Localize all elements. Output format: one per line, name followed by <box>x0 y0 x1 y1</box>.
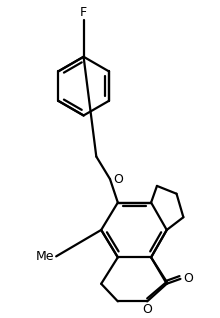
Text: Me: Me <box>36 250 54 263</box>
Text: O: O <box>142 303 152 316</box>
Text: O: O <box>183 273 193 285</box>
Text: F: F <box>80 6 87 18</box>
Text: O: O <box>113 173 123 186</box>
